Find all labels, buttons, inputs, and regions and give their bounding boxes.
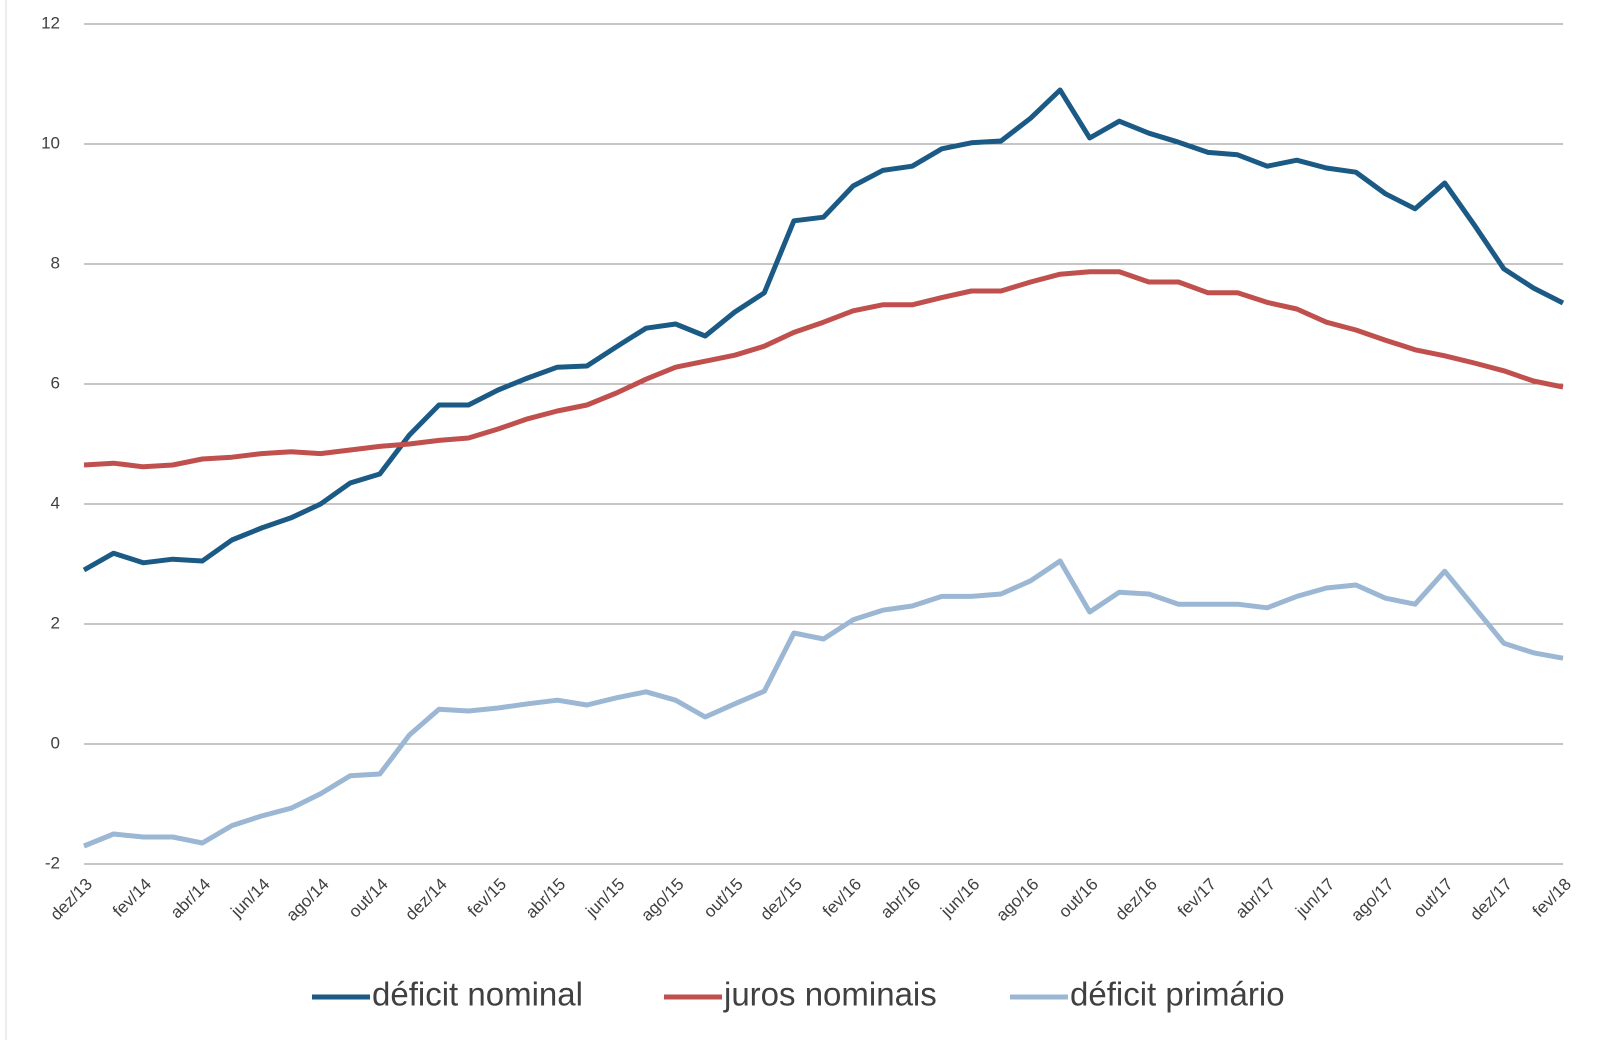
x-tick-label: fev/18 bbox=[1529, 875, 1575, 921]
x-tick-label: out/16 bbox=[1055, 875, 1102, 922]
x-tick-label: abr/16 bbox=[877, 875, 925, 923]
y-tick-label: 2 bbox=[51, 613, 60, 632]
x-tick-label: ago/17 bbox=[1347, 875, 1397, 925]
y-tick-label: -2 bbox=[45, 853, 60, 872]
x-tick-label: ago/16 bbox=[992, 875, 1042, 925]
x-tick-label: jun/14 bbox=[227, 875, 274, 922]
x-tick-label: abr/17 bbox=[1232, 875, 1280, 923]
y-tick-label: 8 bbox=[51, 253, 60, 272]
x-tick-label: dez/16 bbox=[1111, 875, 1161, 925]
x-tick-label: ago/14 bbox=[282, 875, 332, 925]
x-tick-label: dez/15 bbox=[756, 875, 806, 925]
x-tick-label: out/17 bbox=[1410, 875, 1457, 922]
legend-label: juros nominais bbox=[723, 976, 937, 1013]
y-tick-label: 12 bbox=[41, 13, 60, 32]
legend-label: déficit nominal bbox=[372, 976, 583, 1013]
y-tick-label: 10 bbox=[41, 133, 60, 152]
x-tick-label: fev/14 bbox=[109, 875, 155, 921]
x-tick-label: jun/16 bbox=[936, 875, 983, 922]
x-tick-label: dez/17 bbox=[1466, 875, 1516, 925]
x-tick-label: dez/13 bbox=[46, 875, 96, 925]
legend-label: déficit primário bbox=[1070, 976, 1285, 1013]
x-tick-label: abr/14 bbox=[167, 875, 215, 923]
x-tick-label: jun/15 bbox=[582, 875, 629, 922]
x-tick-label: jun/17 bbox=[1291, 875, 1338, 922]
y-tick-label: 4 bbox=[51, 493, 60, 512]
y-tick-label: 0 bbox=[51, 733, 60, 752]
data-line bbox=[82, 87, 1565, 573]
x-tick-label: ago/15 bbox=[637, 875, 687, 925]
x-tick-label: out/14 bbox=[345, 875, 392, 922]
x-tick-label: abr/15 bbox=[522, 875, 570, 923]
x-tick-label: dez/14 bbox=[401, 875, 451, 925]
x-tick-label: out/15 bbox=[700, 875, 747, 922]
x-tick-label: fev/16 bbox=[819, 875, 865, 921]
x-tick-label: fev/15 bbox=[464, 875, 510, 921]
data-line bbox=[83, 558, 1564, 849]
x-tick-label: fev/17 bbox=[1174, 875, 1220, 921]
y-tick-label: 6 bbox=[51, 373, 60, 392]
data-line bbox=[83, 269, 1564, 470]
